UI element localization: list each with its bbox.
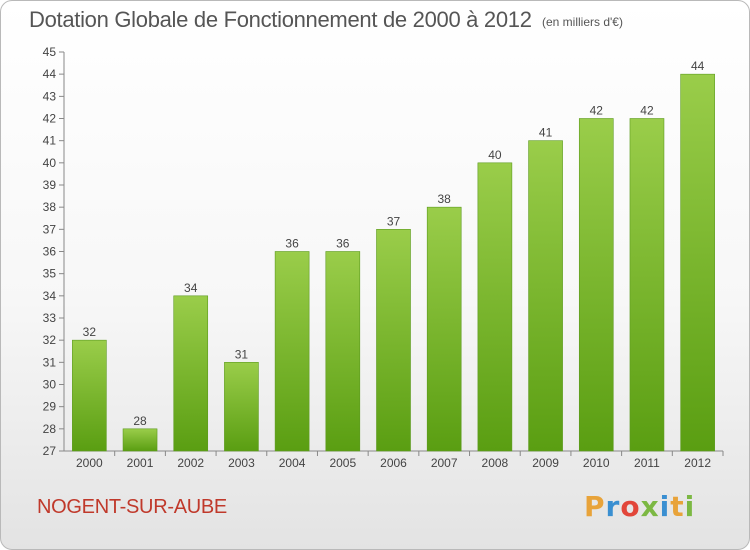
y-tick-label: 30 (43, 378, 57, 392)
y-tick-label: 36 (43, 245, 57, 259)
x-tick-label: 2003 (228, 456, 255, 470)
bar-value-label: 41 (539, 126, 553, 140)
logo-letter: x (640, 490, 660, 523)
x-tick-label: 2011 (634, 456, 660, 470)
bar-value-label: 36 (336, 237, 350, 251)
logo-letter: r (605, 490, 621, 523)
x-tick-label: 2004 (279, 456, 306, 470)
y-tick-label: 43 (43, 89, 57, 103)
bar (629, 118, 665, 452)
y-tick-label: 45 (43, 45, 57, 59)
logo-letter: o (620, 490, 641, 523)
bar-value-label: 44 (691, 59, 705, 73)
y-tick-label: 35 (43, 267, 57, 281)
bar-value-label: 31 (235, 347, 249, 361)
bar-value-label: 34 (184, 281, 198, 295)
y-tick-label: 42 (43, 112, 57, 126)
y-tick-label: 38 (43, 200, 57, 214)
logo-letter: i (684, 490, 696, 523)
x-tick-label: 2001 (127, 456, 154, 470)
y-tick-label: 34 (43, 289, 57, 303)
x-tick-label: 2000 (76, 456, 103, 470)
x-axis: 2000 2001 2002 2003 2004 2005 2006 2007 2008 2009… (64, 450, 724, 470)
bars: 32 28 34 31 36 36 37 38 40 41 42 42 44 (72, 59, 715, 452)
x-tick-label: 2010 (583, 456, 610, 470)
y-tick-label: 39 (43, 178, 57, 192)
y-tick-label: 29 (43, 400, 57, 414)
bar (325, 251, 361, 452)
x-tick-label: 2002 (177, 456, 204, 470)
y-tick-label: 44 (43, 67, 57, 81)
proxiti-logo[interactable]: Proxiti (584, 490, 695, 523)
bar (122, 428, 158, 452)
bar (578, 118, 614, 452)
bar (224, 362, 259, 452)
logo-letter: t (670, 490, 685, 523)
commune-name: NOGENT-SUR-AUBE (37, 496, 227, 518)
bar-value-label: 28 (133, 414, 147, 428)
bar (528, 140, 563, 452)
y-tick-label: 28 (43, 422, 57, 436)
y-tick-label: 41 (43, 134, 57, 148)
x-tick-label: 2009 (532, 456, 559, 470)
y-tick-label: 40 (43, 156, 57, 170)
bar-value-label: 37 (387, 214, 401, 228)
bar-value-label: 42 (590, 104, 604, 118)
bar (426, 206, 462, 452)
bar (680, 73, 715, 452)
y-tick-label: 33 (43, 311, 57, 325)
chart-title: Dotation Globale de Fonctionnement de 20… (29, 7, 532, 32)
bar (376, 229, 411, 452)
bar-value-label: 40 (488, 148, 502, 162)
bar (72, 339, 107, 452)
bar-value-label: 42 (640, 104, 654, 118)
y-axis: 27 28 29 30 31 32 33 34 35 36 37 38 39 40 41 42 43 44 45 (43, 45, 65, 458)
x-tick-label: 2008 (482, 456, 509, 470)
y-tick-label: 37 (43, 222, 57, 236)
bar-value-label: 32 (83, 325, 97, 339)
y-tick-label: 31 (43, 355, 57, 369)
bar (274, 251, 310, 452)
logo-letter: i (659, 490, 671, 523)
bar-value-label: 36 (285, 237, 299, 251)
x-tick-label: 2005 (329, 456, 356, 470)
y-tick-label: 32 (43, 333, 57, 347)
x-tick-label: 2012 (684, 456, 711, 470)
logo-letter: P (584, 490, 606, 523)
x-tick-label: 2007 (431, 456, 458, 470)
bar-value-label: 38 (438, 192, 452, 206)
bar (477, 162, 513, 452)
bar (173, 295, 209, 452)
chart-unit-note: (en milliers d'€) (542, 15, 623, 29)
x-tick-label: 2006 (380, 456, 407, 470)
y-tick-label: 27 (43, 444, 57, 458)
